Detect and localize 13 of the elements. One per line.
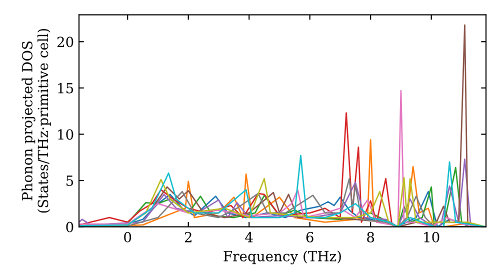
x-tick-label: 10 (424, 232, 440, 242)
y-tick-label: 10 (58, 129, 74, 140)
x-axis-title: Frequency (THz) (224, 250, 341, 264)
y-tick-label: 5 (66, 176, 74, 186)
x-tick-label: 8 (367, 232, 374, 242)
x-tick-label: 2 (184, 232, 192, 242)
x-tick-label: 0 (124, 232, 132, 242)
x-tick-label: 6 (306, 232, 314, 242)
y-tick-label: 0 (66, 222, 74, 232)
x-tick-label: 4 (245, 232, 253, 242)
y-tick-label: 20 (57, 36, 74, 48)
y-axis-title: Phonon projected DOS (States/THz·primitive cell) (22, 28, 51, 213)
y-tick-label: 15 (58, 82, 74, 94)
